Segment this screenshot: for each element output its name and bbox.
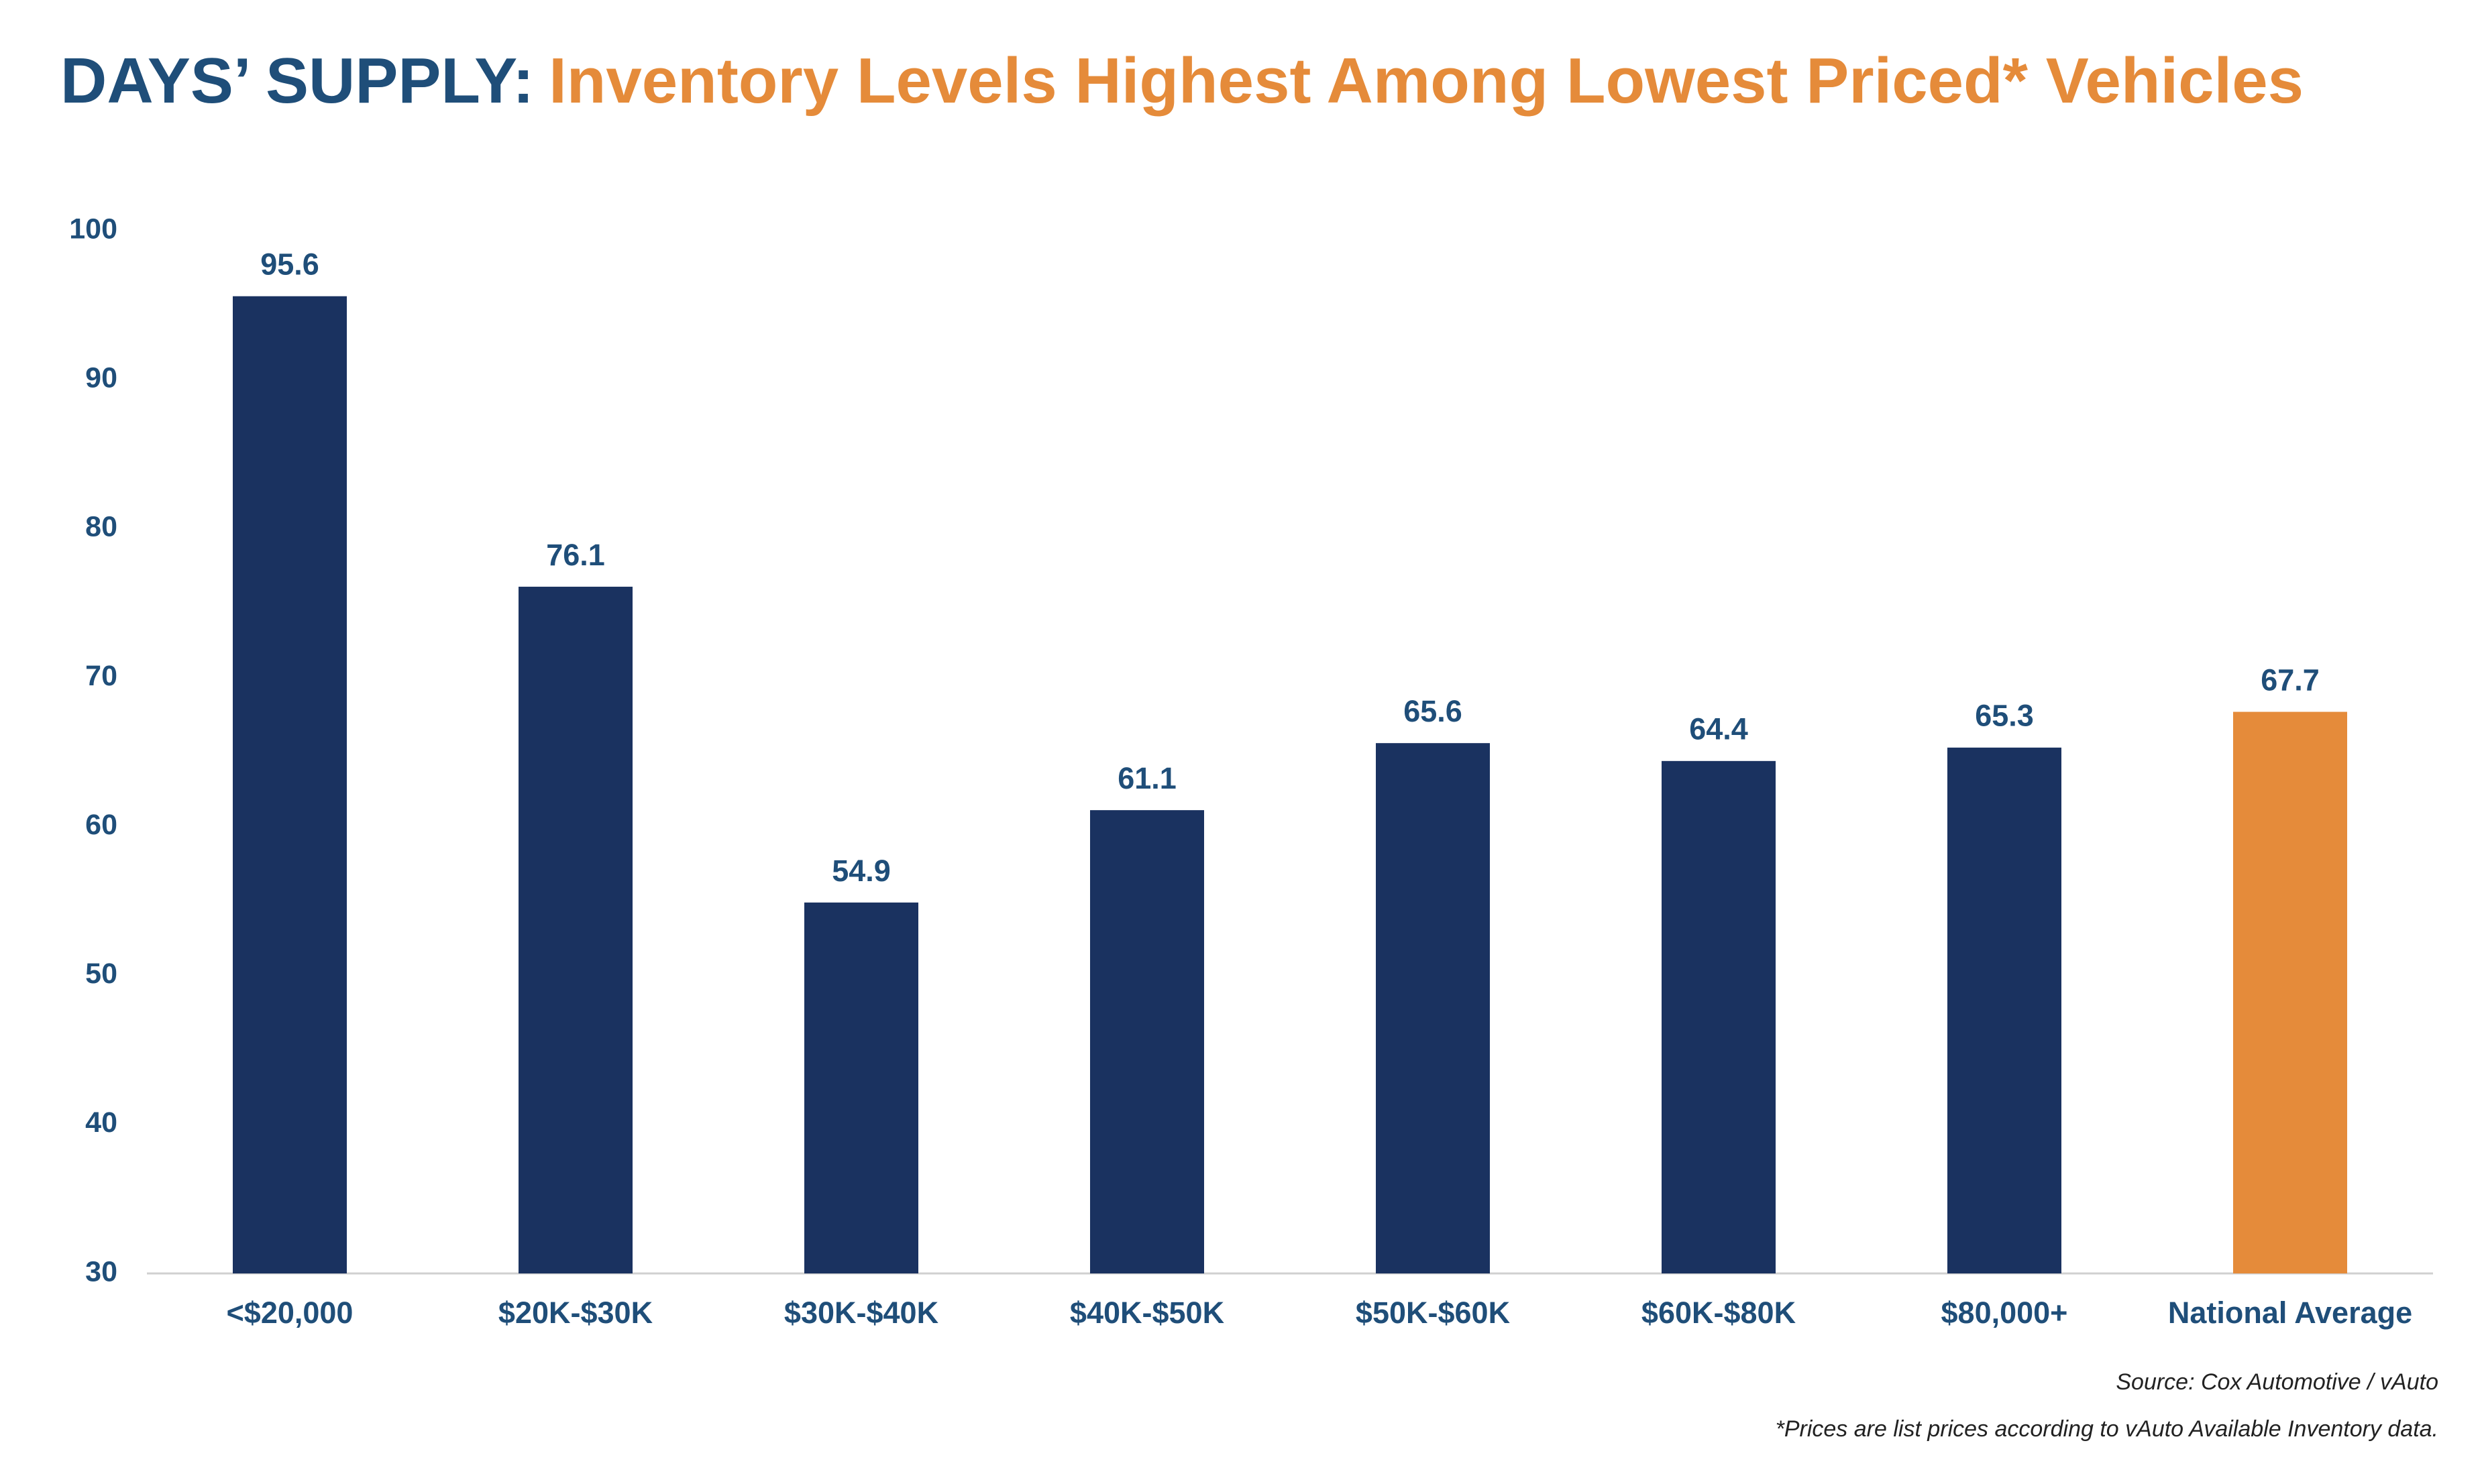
y-tick-label: 50 — [85, 958, 117, 990]
bar — [804, 902, 918, 1273]
bar — [1376, 743, 1490, 1273]
y-tick-label: 90 — [85, 362, 117, 394]
value-label: 54.9 — [832, 854, 891, 888]
bar — [519, 586, 633, 1274]
x-tick-label: $50K-$60K — [1356, 1296, 1511, 1330]
bar — [1662, 760, 1776, 1273]
value-label: 64.4 — [1689, 712, 1748, 746]
x-tick-label: National Average — [2168, 1296, 2412, 1330]
bar — [2233, 711, 2347, 1273]
y-tick-label: 60 — [85, 809, 117, 841]
value-label: 67.7 — [2261, 663, 2320, 697]
chart-title: DAYS’ SUPPLY: Inventory Levels Highest Am… — [60, 45, 2304, 117]
y-tick-label: 100 — [69, 213, 117, 245]
bar — [1090, 810, 1204, 1273]
value-label: 76.1 — [546, 538, 605, 572]
title-main: Inventory Levels Highest Among Lowest Pr… — [549, 45, 2304, 117]
y-tick-label: 30 — [85, 1255, 117, 1288]
x-tick-label: $40K-$50K — [1070, 1296, 1225, 1330]
value-label: 65.6 — [1403, 694, 1462, 728]
value-label: 61.1 — [1118, 761, 1177, 795]
x-tick-label: $80,000+ — [1941, 1296, 2068, 1330]
source: Source: Cox Automotive / vAuto — [2116, 1369, 2438, 1395]
x-tick-label: $20K-$30K — [498, 1296, 653, 1330]
title-lead: DAYS’ SUPPLY: — [60, 45, 534, 117]
bar — [233, 296, 347, 1273]
x-tick-label: $30K-$40K — [784, 1296, 939, 1330]
value-label: 65.3 — [1975, 699, 2034, 733]
y-tick-label: 80 — [85, 511, 117, 543]
x-tick-label: <$20,000 — [227, 1296, 354, 1330]
bar — [1947, 747, 2061, 1273]
x-tick-label: $60K-$80K — [1641, 1296, 1796, 1330]
y-tick-label: 70 — [85, 660, 117, 692]
y-tick-label: 40 — [85, 1106, 117, 1139]
value-label: 95.6 — [260, 247, 319, 282]
note: *Prices are list prices according to vAu… — [1776, 1416, 2438, 1442]
